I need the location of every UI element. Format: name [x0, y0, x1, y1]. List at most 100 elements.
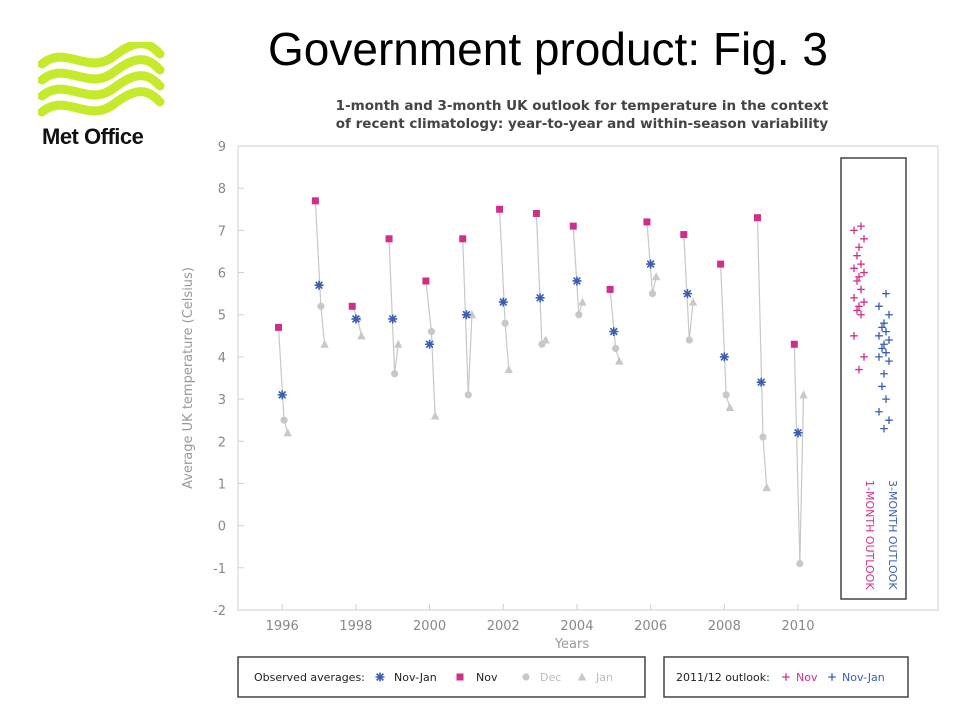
- three-month-outlook-point: [878, 344, 886, 353]
- x-tick-label: 1998: [339, 619, 372, 634]
- one-month-outlook-point: [857, 285, 865, 294]
- y-tick-label: 1: [218, 477, 226, 492]
- x-tick-label: 2008: [708, 619, 741, 634]
- three-month-outlook-point: [885, 336, 893, 344]
- nov-point: [348, 302, 356, 310]
- one-month-outlook-point: [855, 302, 863, 311]
- three-month-outlook-point: [875, 332, 883, 340]
- one-month-outlook-point: [855, 243, 863, 252]
- legend-nov-marker: [456, 673, 464, 681]
- nov-point: [532, 209, 540, 217]
- season-connector-line: [756, 217, 768, 488]
- logo-wave-stripe: [38, 42, 165, 69]
- observed-legend-box: [237, 656, 646, 698]
- nov-jan-point: [793, 428, 803, 438]
- x-tick-label: 2010: [781, 619, 814, 634]
- nov-point: [569, 222, 577, 230]
- legend-jan-marker: [577, 672, 587, 681]
- one-month-outlook-point: [853, 251, 861, 260]
- jan-point: [651, 272, 661, 281]
- three-month-outlook-point: [882, 327, 890, 336]
- met-office-logo-text: Met Office: [42, 124, 144, 149]
- one-month-outlook-point: [850, 226, 858, 235]
- season-connector-line: [793, 344, 805, 564]
- jan-point: [467, 310, 477, 319]
- jan-point: [430, 411, 440, 420]
- x-tick-label: 2004: [560, 619, 593, 634]
- dec-point: [796, 560, 804, 568]
- y-tick-label: 2: [218, 435, 226, 450]
- dec-point: [280, 416, 288, 424]
- chart-title-line: of recent climatology: year-to-year and …: [336, 116, 829, 132]
- three-month-outlook-point: [885, 310, 893, 319]
- y-tick-label: 8: [218, 182, 226, 197]
- one-month-outlook-point: [857, 310, 865, 319]
- jan-point: [357, 331, 366, 340]
- season-connector-line: [535, 213, 547, 346]
- three-month-outlook-point: [880, 424, 888, 433]
- one-month-outlook-point: [853, 277, 861, 285]
- jan-point: [320, 339, 329, 348]
- nov-point: [275, 323, 283, 331]
- three-month-outlook-point: [880, 369, 888, 378]
- outlook-legend-title: 2011/12 outlook:: [676, 671, 770, 684]
- season-connector-line: [314, 200, 326, 345]
- three-month-outlook-point: [875, 302, 883, 311]
- nov-jan-point: [719, 352, 729, 362]
- legend-item-label: Dec: [540, 671, 561, 684]
- dec-point: [759, 433, 767, 441]
- jan-point: [541, 335, 550, 344]
- x-tick-label: 2002: [487, 619, 520, 634]
- one-month-outlook-point: [860, 353, 868, 361]
- dec-point: [722, 391, 730, 399]
- season-connector-line: [683, 234, 694, 341]
- outlook-legend-box: [663, 656, 909, 698]
- x-axis-label: Years: [554, 637, 590, 652]
- y-tick-label: 3: [218, 393, 226, 408]
- three-month-outlook-point: [878, 323, 886, 332]
- nov-jan-point: [461, 310, 471, 320]
- plot-frame: [237, 145, 939, 611]
- dec-point: [501, 319, 509, 327]
- season-connector-line: [388, 238, 399, 374]
- legend-item-label: Nov-Jan: [394, 671, 437, 684]
- one-month-outlook-point: [853, 306, 861, 315]
- slide-title: Government product: Fig. 3: [268, 23, 828, 75]
- three-month-outlook-point: [882, 348, 890, 357]
- jan-point: [725, 403, 735, 412]
- nov-point: [311, 197, 319, 205]
- dec-point: [648, 290, 657, 298]
- legend-outlook-marker: [828, 673, 836, 681]
- season-connector-line: [425, 280, 436, 416]
- nov-jan-point: [277, 390, 287, 400]
- one-month-outlook-point: [860, 298, 868, 306]
- x-tick-label: 2000: [413, 619, 446, 634]
- three-month-outlook-point: [885, 357, 893, 365]
- season-connector-line: [646, 221, 657, 294]
- jan-point: [394, 339, 403, 348]
- jan-point: [615, 356, 624, 365]
- one-month-outlook-point: [855, 365, 863, 374]
- y-tick-label: 7: [218, 224, 226, 239]
- x-tick-label: 1996: [266, 619, 299, 634]
- one-month-outlook-point: [860, 268, 868, 277]
- legend-outlook-marker: [782, 673, 790, 681]
- nov-point: [790, 340, 798, 348]
- nov-jan-point: [314, 280, 324, 290]
- y-tick-label: -2: [213, 604, 226, 619]
- one-month-outlook-point: [855, 272, 863, 281]
- three-month-outlook-point: [880, 319, 888, 327]
- nov-jan-point: [646, 259, 656, 269]
- y-tick-label: -1: [213, 562, 226, 577]
- one-month-outlook-point: [860, 235, 868, 243]
- legend-item-label: Nov: [476, 671, 498, 684]
- nov-jan-point: [388, 314, 398, 324]
- three-month-outlook-point: [885, 416, 893, 424]
- nov-point: [753, 214, 761, 222]
- legend-nov-jan-marker: [375, 672, 385, 682]
- nov-jan-point: [609, 327, 619, 337]
- one-month-outlook-point: [850, 294, 858, 302]
- nov-jan-point: [535, 293, 545, 303]
- three-month-outlook-label: 3-MONTH OUTLOOK: [886, 480, 899, 590]
- one-month-outlook-point: [850, 332, 858, 340]
